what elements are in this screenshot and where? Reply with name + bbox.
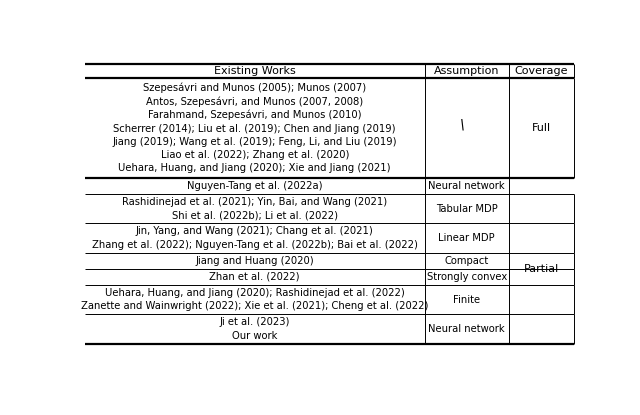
Text: Finite: Finite <box>453 295 481 305</box>
Text: \: \ <box>460 117 464 132</box>
Text: Assumption: Assumption <box>434 66 499 76</box>
Text: Tabular MDP: Tabular MDP <box>436 204 498 214</box>
Text: Neural network: Neural network <box>428 181 505 191</box>
Text: Compact: Compact <box>445 256 489 266</box>
Text: Neural network: Neural network <box>428 324 505 334</box>
Text: Uehara, Huang, and Jiang (2020); Rashidinejad et al. (2022)
Zanette and Wainwrig: Uehara, Huang, and Jiang (2020); Rashidi… <box>81 288 428 311</box>
Text: Full: Full <box>532 123 551 133</box>
Text: Szepesávri and Munos (2005); Munos (2007)
Antos, Szepesávri, and Munos (2007, 20: Szepesávri and Munos (2005); Munos (2007… <box>113 82 397 173</box>
Text: Linear MDP: Linear MDP <box>438 233 495 243</box>
Text: Partial: Partial <box>524 264 559 274</box>
Text: Jin, Yang, and Wang (2021); Chang et al. (2021)
Zhang et al. (2022); Nguyen-Tang: Jin, Yang, and Wang (2021); Chang et al.… <box>92 227 418 250</box>
Text: Zhan et al. (2022): Zhan et al. (2022) <box>209 272 300 282</box>
Text: Nguyen-Tang et al. (2022a): Nguyen-Tang et al. (2022a) <box>187 181 323 191</box>
Text: Coverage: Coverage <box>515 66 568 76</box>
Text: Jiang and Huang (2020): Jiang and Huang (2020) <box>195 256 314 266</box>
Text: Rashidinejad et al. (2021); Yin, Bai, and Wang (2021)
Shi et al. (2022b); Li et : Rashidinejad et al. (2021); Yin, Bai, an… <box>122 197 387 220</box>
Text: Strongly convex: Strongly convex <box>427 272 507 282</box>
Text: Existing Works: Existing Works <box>214 66 296 76</box>
Text: Ji et al. (2023)
Our work: Ji et al. (2023) Our work <box>220 317 290 341</box>
